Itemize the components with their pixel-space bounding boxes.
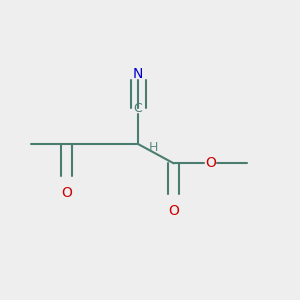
Text: O: O — [206, 156, 216, 170]
Text: O: O — [61, 186, 72, 200]
Text: H: H — [149, 140, 158, 154]
Text: N: N — [133, 67, 143, 81]
Text: C: C — [134, 102, 142, 115]
Text: O: O — [168, 204, 179, 218]
